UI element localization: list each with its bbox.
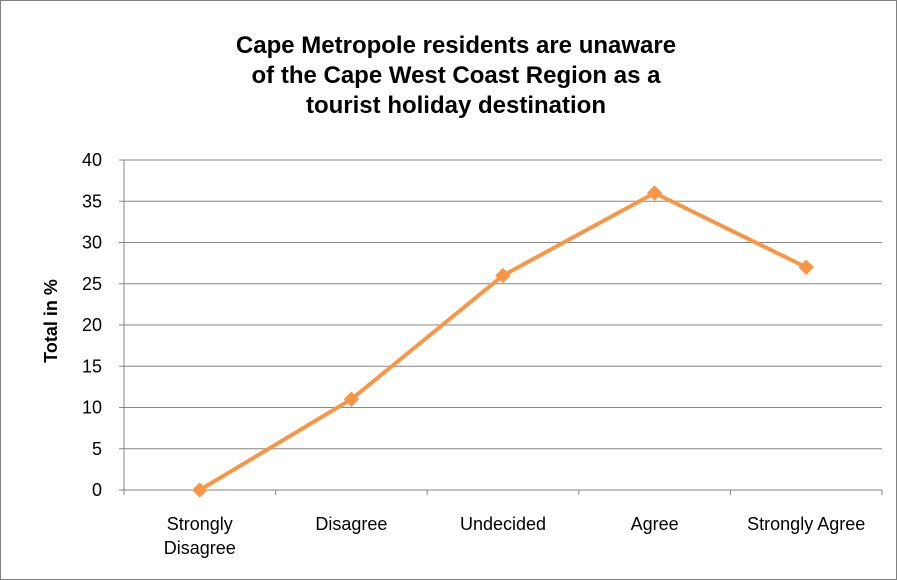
data-point-3 [646,185,663,201]
data-point-4 [798,259,814,275]
y-tick-label-30: 30 [82,233,102,253]
chart-title: Cape Metropole residents are unaware of … [235,32,677,119]
y-tick-label-20: 20 [82,315,102,335]
y-tick-label-35: 35 [82,191,102,211]
x-tick-label-1: Disagree [315,514,387,534]
x-tick-label-4: Strongly Agree [747,514,865,534]
y-tick-label-40: 40 [82,150,102,170]
series-line [192,185,814,498]
axes [119,159,883,495]
x-tick-labels: Strongly Disagree Disagree Undecided Agree St… [164,514,865,558]
x-tick-label-2: Undecided [460,514,546,534]
y-tick-label-10: 10 [82,398,102,418]
y-tick-labels: 0 5 10 15 20 25 30 35 40 [82,150,102,500]
data-point-0 [192,482,208,498]
y-tick-label-0: 0 [92,480,102,500]
series-polyline [197,191,809,492]
y-axis-label: Total in % [41,279,61,363]
gridlines [124,159,882,450]
y-tick-label-15: 15 [82,356,102,376]
x-tick-label-0: Strongly Disagree [164,514,236,558]
x-tick-label-3: Agree [631,514,679,534]
y-tick-label-25: 25 [82,274,102,294]
y-tick-label-5: 5 [92,439,102,459]
data-point-2 [495,267,511,284]
data-point-1 [343,391,360,407]
